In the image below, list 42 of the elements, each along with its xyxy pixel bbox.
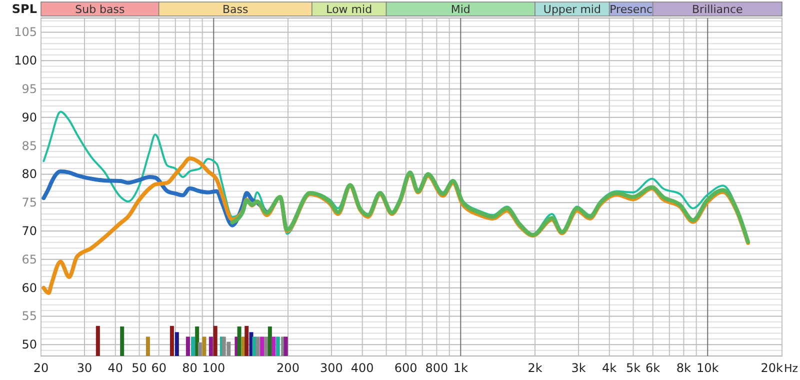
- y-tick-label: 85: [22, 138, 37, 153]
- x-tick-label: 400: [350, 361, 374, 375]
- x-tick-label: 1k: [453, 361, 468, 375]
- x-tick-label: 4k: [602, 361, 617, 375]
- band-label: Upper mid: [543, 3, 601, 16]
- x-tick-label: 30: [76, 361, 92, 375]
- band-label: Sub bass: [75, 3, 125, 16]
- x-tick-label: 100: [202, 361, 226, 375]
- y-tick-label: 90: [22, 110, 37, 124]
- band-label: Bass: [222, 3, 249, 16]
- y-tick-label: 75: [22, 196, 37, 210]
- band-label: Low mid: [326, 3, 372, 16]
- y-tick-label: 70: [22, 224, 37, 238]
- band-label: Presenc: [610, 3, 653, 16]
- x-tick-label: 600: [394, 361, 418, 375]
- y-axis-title: SPL: [12, 2, 38, 16]
- x-tick-label: 60: [151, 361, 166, 375]
- x-tick-label: 200: [276, 361, 300, 375]
- x-tick-label: 8k: [676, 361, 692, 375]
- x-tick-label: 80: [182, 361, 198, 375]
- band-label: Brilliance: [692, 3, 744, 16]
- y-tick-label: 55: [22, 309, 37, 324]
- x-axis-title: Hz: [784, 362, 798, 375]
- x-tick-label: 10k: [696, 361, 719, 375]
- x-tick-label: 20: [33, 361, 49, 375]
- y-tick-label: 60: [22, 280, 37, 295]
- x-tick-label: 6k: [646, 361, 660, 375]
- band-label: Mid: [450, 3, 470, 16]
- x-tick-label: 800: [425, 361, 448, 375]
- x-tick-label: 50: [132, 361, 147, 375]
- y-tick-label: 80: [22, 167, 37, 182]
- y-tick-label: 65: [22, 252, 37, 266]
- y-tick-label: 95: [22, 82, 37, 96]
- x-tick-label: 20k: [760, 361, 784, 375]
- y-tick-label: 100: [14, 54, 37, 68]
- x-tick-label: 3k: [571, 361, 586, 375]
- y-tick-label: 50: [22, 338, 37, 352]
- x-tick-label: 2k: [528, 361, 542, 375]
- x-tick-label: 40: [108, 361, 123, 375]
- y-tick-label: 105: [14, 25, 37, 40]
- x-tick-label: 300: [320, 361, 343, 375]
- x-tick-label: 5k: [626, 361, 641, 375]
